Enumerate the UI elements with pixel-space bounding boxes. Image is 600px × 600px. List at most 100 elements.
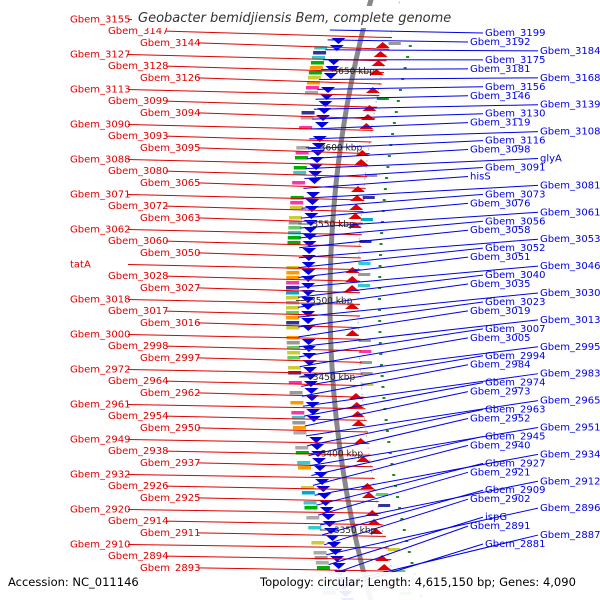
right-gene-label[interactable]: Gbem_2912 [540, 476, 600, 487]
left-gene-label[interactable]: Gbem_3000 [70, 330, 130, 341]
left-gene-label[interactable]: Gbem_3027 [140, 283, 200, 294]
left-gene-label[interactable]: Gbem_3016 [140, 318, 200, 329]
right-gene-label[interactable]: Gbem_3192 [470, 37, 530, 48]
right-gene-label[interactable]: Gbem_3116 [485, 136, 545, 147]
right-gene-label[interactable]: Gbem_2891 [470, 521, 530, 532]
right-gene-label[interactable]: Gbem_2974 [485, 378, 545, 389]
right-gene-label[interactable]: Gbem_3061 [540, 207, 600, 218]
right-gene-label[interactable]: hisS [470, 171, 491, 182]
right-gene-label[interactable]: Gbem_3081 [540, 180, 600, 191]
left-gene-label[interactable]: Gbem_3028 [108, 271, 168, 282]
right-gene-label[interactable]: Gbem_3146 [470, 91, 530, 102]
left-gene-label[interactable]: Gbem_3147 [108, 26, 168, 37]
right-gene-label[interactable]: Gbem_3076 [470, 198, 530, 209]
right-gene-label[interactable]: Gbem_3019 [470, 306, 530, 317]
right-gene-label[interactable]: Gbem_3007 [485, 324, 545, 335]
left-gene-label[interactable]: Gbem_2894 [108, 551, 168, 562]
left-gene-label[interactable]: Gbem_3072 [108, 201, 168, 212]
left-gene-label[interactable]: Gbem_3126 [140, 73, 200, 84]
left-gene-label[interactable]: Gbem_3128 [108, 61, 168, 72]
right-gene-label[interactable]: Gbem_3091 [485, 162, 545, 173]
right-gene-label[interactable]: Gbem_2921 [470, 467, 530, 478]
left-gene-label[interactable]: Gbem_2964 [108, 376, 168, 387]
left-gene-label[interactable]: Gbem_3127 [70, 50, 130, 61]
left-gene-label[interactable]: Gbem_3062 [70, 225, 130, 236]
right-gene-label[interactable]: Gbem_2983 [540, 369, 600, 380]
right-gene-label[interactable]: Gbem_3175 [485, 55, 545, 66]
left-gene-label[interactable]: Gbem_3063 [140, 213, 200, 224]
right-gene-label[interactable]: Gbem_3051 [470, 252, 530, 263]
left-gene-label[interactable]: Gbem_2961 [70, 400, 130, 411]
left-gene-label[interactable]: Gbem_2932 [70, 470, 130, 481]
right-gene-label[interactable]: Gbem_2951 [540, 422, 600, 433]
right-gene-label[interactable]: Gbem_3181 [470, 64, 530, 75]
right-gene-label[interactable]: Gbem_2973 [470, 387, 530, 398]
left-gene-label[interactable]: Gbem_3071 [70, 190, 130, 201]
left-gene-label[interactable]: Gbem_3050 [140, 248, 200, 259]
left-gene-label[interactable]: Gbem_3093 [108, 131, 168, 142]
right-gene-label[interactable]: Gbem_3156 [485, 82, 545, 93]
right-gene-label[interactable]: Gbem_3023 [485, 297, 545, 308]
left-gene-label[interactable]: Gbem_2914 [108, 516, 168, 527]
left-gene-label[interactable]: Gbem_3155 [70, 15, 130, 26]
left-gene-label[interactable]: Gbem_3113 [70, 85, 130, 96]
left-gene-label[interactable]: Gbem_2925 [140, 493, 200, 504]
left-gene-label[interactable]: Gbem_2962 [140, 388, 200, 399]
right-gene-label[interactable]: Gbem_2995 [540, 342, 600, 353]
right-gene-label[interactable]: Gbem_3098 [470, 145, 530, 156]
left-gene-label[interactable]: Gbem_2949 [70, 435, 130, 446]
left-gene-label[interactable]: Gbem_3094 [140, 108, 200, 119]
left-gene-label[interactable]: Gbem_2893 [140, 563, 200, 574]
left-gene-label[interactable]: Gbem_3090 [70, 120, 130, 131]
left-gene-label[interactable]: Gbem_2937 [140, 458, 200, 469]
right-gene-label[interactable]: Gbem_2934 [540, 449, 600, 460]
left-gene-label[interactable]: Gbem_2926 [108, 481, 168, 492]
left-gene-label[interactable]: Gbem_3099 [108, 96, 168, 107]
left-gene-label[interactable]: Gbem_3017 [108, 306, 168, 317]
right-gene-label[interactable]: Gbem_3052 [485, 243, 545, 254]
left-gene-label[interactable]: Gbem_2950 [140, 423, 200, 434]
right-gene-label[interactable]: ispG [485, 512, 507, 523]
left-gene-label[interactable]: Gbem_2998 [108, 341, 168, 352]
right-gene-label[interactable]: Gbem_3073 [485, 189, 545, 200]
left-gene-label[interactable]: Gbem_3144 [140, 38, 200, 49]
right-gene-label[interactable]: Gbem_3108 [540, 127, 600, 138]
right-gene-label[interactable]: Gbem_2881 [485, 539, 545, 550]
right-gene-label[interactable]: Gbem_2909 [485, 485, 545, 496]
right-gene-label[interactable]: Gbem_3005 [470, 333, 530, 344]
right-gene-label[interactable]: Gbem_2984 [470, 360, 530, 371]
right-gene-label[interactable]: Gbem_3130 [485, 109, 545, 120]
left-gene-label[interactable]: Gbem_2954 [108, 411, 168, 422]
right-gene-label[interactable]: Gbem_2945 [485, 431, 545, 442]
right-gene-label[interactable]: Gbem_3168 [540, 73, 600, 84]
right-gene-label[interactable]: Gbem_3046 [540, 261, 600, 272]
left-gene-label[interactable]: Gbem_3060 [108, 236, 168, 247]
left-gene-label[interactable]: Gbem_3088 [70, 155, 130, 166]
right-gene-label[interactable]: Gbem_2887 [540, 530, 600, 541]
right-gene-label[interactable]: Gbem_3056 [485, 216, 545, 227]
left-gene-label[interactable]: Gbem_3065 [140, 178, 200, 189]
right-gene-label[interactable]: Gbem_2994 [485, 351, 545, 362]
right-gene-label[interactable]: Gbem_3013 [540, 315, 600, 326]
left-gene-label[interactable]: Gbem_2911 [140, 528, 200, 539]
left-gene-label[interactable]: Gbem_2997 [140, 353, 200, 364]
right-gene-label[interactable]: Gbem_3058 [470, 225, 530, 236]
right-gene-label[interactable]: Gbem_2927 [485, 458, 545, 469]
left-gene-label[interactable]: Gbem_2938 [108, 446, 168, 457]
right-gene-label[interactable]: Gbem_3030 [540, 288, 600, 299]
right-gene-label[interactable]: Gbem_3199 [485, 28, 545, 39]
left-gene-label[interactable]: Gbem_2910 [70, 540, 130, 551]
left-gene-label[interactable]: tatA [70, 260, 91, 271]
right-gene-label[interactable]: Gbem_3053 [540, 234, 600, 245]
right-gene-label[interactable]: Gbem_3119 [470, 118, 530, 129]
right-gene-label[interactable]: glyA [540, 154, 562, 165]
right-gene-label[interactable]: Gbem_3035 [470, 279, 530, 290]
right-gene-label[interactable]: Gbem_3139 [540, 100, 600, 111]
right-gene-label[interactable]: Gbem_3184 [540, 46, 600, 57]
right-gene-label[interactable]: Gbem_2896 [540, 503, 600, 514]
right-gene-label[interactable]: Gbem_3040 [485, 270, 545, 281]
right-gene-label[interactable]: Gbem_2940 [470, 440, 530, 451]
left-gene-label[interactable]: Gbem_2920 [70, 505, 130, 516]
left-gene-label[interactable]: Gbem_3095 [140, 143, 200, 154]
right-gene-label[interactable]: Gbem_2965 [540, 396, 600, 407]
